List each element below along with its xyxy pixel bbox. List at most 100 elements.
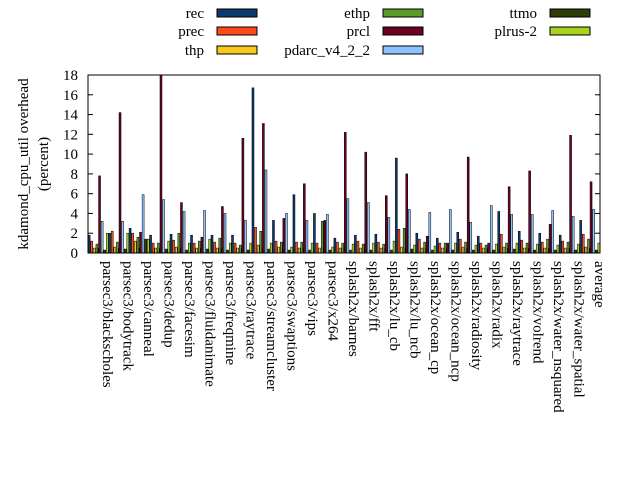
legend-swatch-ttmo [549, 8, 591, 18]
y-tick-label: 2 [71, 226, 79, 242]
bar-ethp [546, 238, 549, 254]
x-tick-label: parsec3/streamcluster [263, 261, 279, 391]
y-tick-label: 8 [71, 167, 79, 183]
bar-thp [502, 246, 506, 254]
bar-prcl [344, 132, 347, 254]
y-tick-label: 0 [71, 246, 79, 262]
bar-prec [274, 240, 278, 254]
legend-label-rec: rec [186, 6, 205, 22]
bar-prcl [446, 242, 449, 254]
y-axis-label-line: kdamond_cpu_util overhead [16, 78, 32, 250]
x-tick-label: parsec3/blackscholes [99, 261, 115, 388]
legend-label-prcl: prcl [347, 24, 370, 40]
bar-rec [210, 234, 214, 254]
bar-ttmo [513, 248, 516, 254]
bar-ethp [341, 242, 344, 254]
plot-frame [87, 74, 601, 254]
bar-ethp [525, 242, 529, 254]
bar-prcl [507, 186, 511, 254]
bar-prcl [221, 206, 224, 254]
legend-swatch-prec [216, 26, 258, 36]
bar-prcl [589, 181, 593, 254]
bar-pdarc_v4_2_2 [408, 209, 411, 254]
x-tick-label: splash2x/ocean_cp [427, 261, 443, 374]
bar-thp [113, 246, 117, 254]
bar-prcl [487, 242, 490, 254]
bar-pdarc_v4_2_2 [367, 202, 370, 254]
bar-pdarc_v4_2_2 [326, 214, 329, 254]
bar-prcl [364, 151, 368, 254]
bar-pdarc_v4_2_2 [551, 210, 554, 254]
bar-prec [500, 233, 503, 254]
bar-prec [541, 241, 544, 254]
bar-prcl [385, 195, 388, 254]
bar-pdarc_v4_2_2 [530, 214, 534, 254]
bar-pdarc_v4_2_2 [223, 213, 227, 254]
bar-pdarc_v4_2_2 [305, 220, 309, 254]
bar-ethp [157, 242, 160, 254]
bar-plrus-2 [269, 242, 273, 254]
bar-plrus-2 [188, 242, 191, 254]
x-tick-label: parsec3/facesim [181, 261, 197, 358]
bar-prec [213, 241, 216, 254]
x-axis: parsec3/blackscholes parsec3/bodytrack par… [97, 248, 607, 413]
bar-prec [336, 241, 339, 254]
bar-prcl [139, 231, 142, 254]
bars [87, 74, 601, 254]
bar-plrus-2 [495, 243, 498, 254]
bar-pdarc_v4_2_2 [244, 220, 247, 254]
legend-swatch-rec [216, 8, 258, 18]
bar-prec [315, 242, 319, 254]
bar-thp [154, 247, 158, 254]
bar-prcl [200, 236, 204, 254]
bar-rec [354, 234, 357, 254]
bar-plrus-2 [433, 245, 437, 254]
bar-ethp [464, 241, 467, 254]
bar-thp [420, 247, 424, 254]
bar-thp [215, 247, 219, 254]
bar-pdarc_v4_2_2 [510, 214, 513, 254]
bar-ethp [300, 241, 303, 254]
bar-plrus-2 [536, 243, 539, 254]
y-tick-label: 14 [63, 108, 79, 124]
bar-rec [190, 234, 193, 254]
bar-ethp [566, 241, 570, 254]
bar-plrus-2 [351, 243, 355, 254]
bar-pdarc_v4_2_2 [387, 217, 391, 254]
bar-pdarc_v4_2_2 [449, 209, 452, 254]
bar-prec [397, 229, 401, 254]
bar-pdarc_v4_2_2 [592, 209, 595, 254]
bar-rec [558, 234, 562, 254]
y-tick-label: 16 [63, 88, 79, 104]
bar-pdarc_v4_2_2 [428, 212, 432, 254]
bar-thp [297, 247, 301, 254]
bar-plrus-2 [208, 238, 211, 254]
bar-prec [418, 238, 421, 254]
bar-pdarc_v4_2_2 [490, 205, 493, 254]
legend-label-ethp: ethp [344, 6, 370, 22]
bar-prcl [241, 138, 245, 254]
bar-ethp [116, 241, 119, 254]
bar-plrus-2 [413, 244, 416, 254]
bar-thp [400, 246, 403, 254]
bar-prec [561, 240, 565, 254]
x-tick-label: parsec3/vips [304, 261, 320, 336]
x-tick-label: parsec3/bodytrack [120, 261, 136, 371]
x-tick-label: parsec3/raytrace [243, 261, 259, 360]
bar-pdarc_v4_2_2 [469, 222, 473, 254]
bar-prec [520, 239, 524, 254]
bar-ethp [259, 230, 263, 254]
bar-pdarc_v4_2_2 [571, 216, 575, 254]
bar-thp [564, 247, 567, 254]
bar-prec [254, 227, 257, 254]
legend-label-thp: thp [185, 43, 204, 59]
bar-plrus-2 [454, 242, 457, 254]
bar-prec [192, 242, 196, 254]
bar-prec [438, 242, 442, 254]
bar-rec [313, 213, 316, 254]
bar-ethp [280, 241, 283, 254]
bar-rec [108, 232, 111, 254]
y-axis-label-line: (percent) [36, 137, 52, 191]
y-tick-label: 18 [63, 68, 78, 84]
